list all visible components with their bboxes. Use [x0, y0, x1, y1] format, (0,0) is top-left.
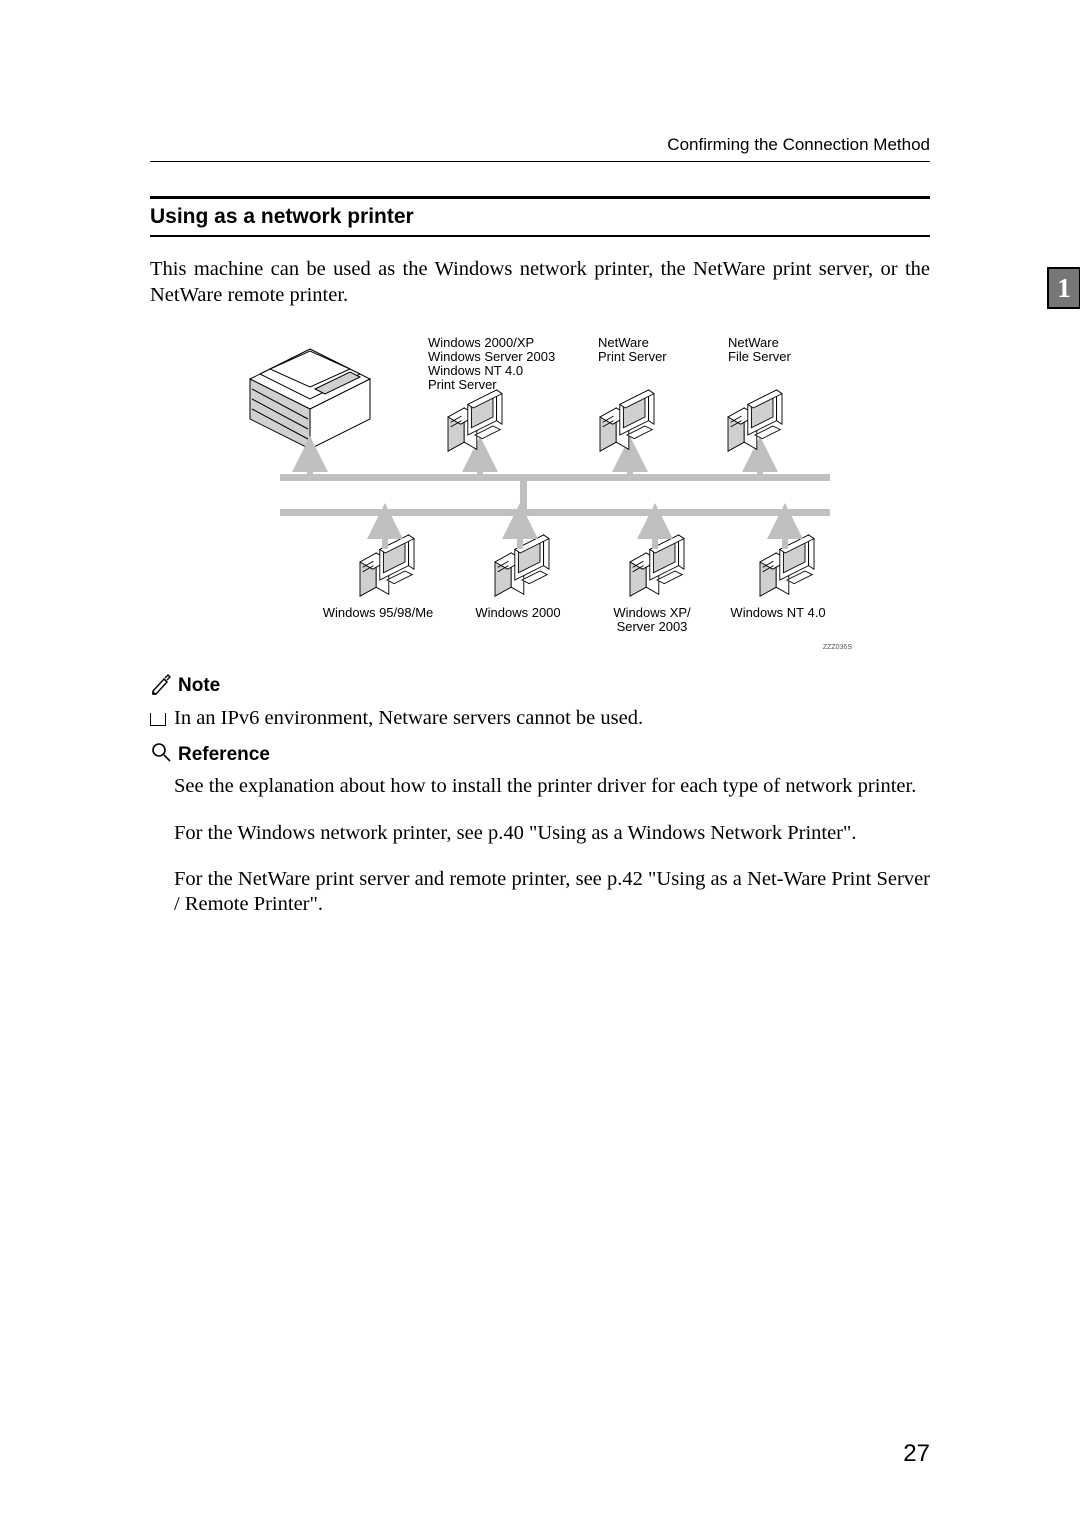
reference-p2: For the Windows network printer, see p.4… — [174, 821, 930, 847]
svg-text:Windows 95/98/Me: Windows 95/98/Me — [323, 605, 434, 620]
chapter-tab: 1 — [1047, 267, 1080, 309]
reference-heading-row: Reference — [150, 741, 930, 768]
svg-text:Server 2003: Server 2003 — [617, 619, 688, 634]
intro-paragraph: This machine can be used as the Windows … — [150, 257, 930, 308]
section-title: Using as a network printer — [150, 196, 930, 237]
svg-text:Windows XP/: Windows XP/ — [613, 605, 691, 620]
note-heading-row: Note — [150, 673, 930, 700]
svg-text:Windows NT 4.0: Windows NT 4.0 — [730, 605, 825, 620]
svg-text:Windows NT 4.0: Windows NT 4.0 — [428, 363, 523, 378]
reference-heading: Reference — [178, 744, 270, 766]
svg-text:File Server: File Server — [728, 349, 792, 364]
svg-text:Print Server: Print Server — [428, 377, 497, 392]
page: Confirming the Connection Method Using a… — [0, 0, 1080, 1528]
magnifier-icon — [150, 741, 172, 768]
running-head: Confirming the Connection Method — [150, 135, 930, 162]
bullet-marker-icon — [150, 713, 166, 726]
svg-text:ZZZ036S: ZZZ036S — [823, 644, 853, 651]
reference-p3: For the NetWare print server and remote … — [174, 867, 930, 918]
note-item: In an IPv6 environment, Netware servers … — [150, 706, 930, 732]
chapter-number: 1 — [1057, 275, 1071, 302]
svg-text:Print Server: Print Server — [598, 349, 667, 364]
reference-p1: See the explanation about how to install… — [174, 774, 930, 800]
svg-text:Windows 2000/XP: Windows 2000/XP — [428, 335, 534, 350]
network-diagram: Windows 2000/XPWindows Server 2003Window… — [220, 329, 860, 659]
svg-text:Windows Server 2003: Windows Server 2003 — [428, 349, 555, 364]
svg-text:Windows 2000: Windows 2000 — [475, 605, 560, 620]
note-heading: Note — [178, 675, 220, 697]
svg-text:NetWare: NetWare — [598, 335, 649, 350]
note-text: In an IPv6 environment, Netware servers … — [174, 706, 643, 732]
pencil-icon — [150, 673, 172, 700]
page-number: 27 — [903, 1440, 930, 1468]
svg-text:NetWare: NetWare — [728, 335, 779, 350]
